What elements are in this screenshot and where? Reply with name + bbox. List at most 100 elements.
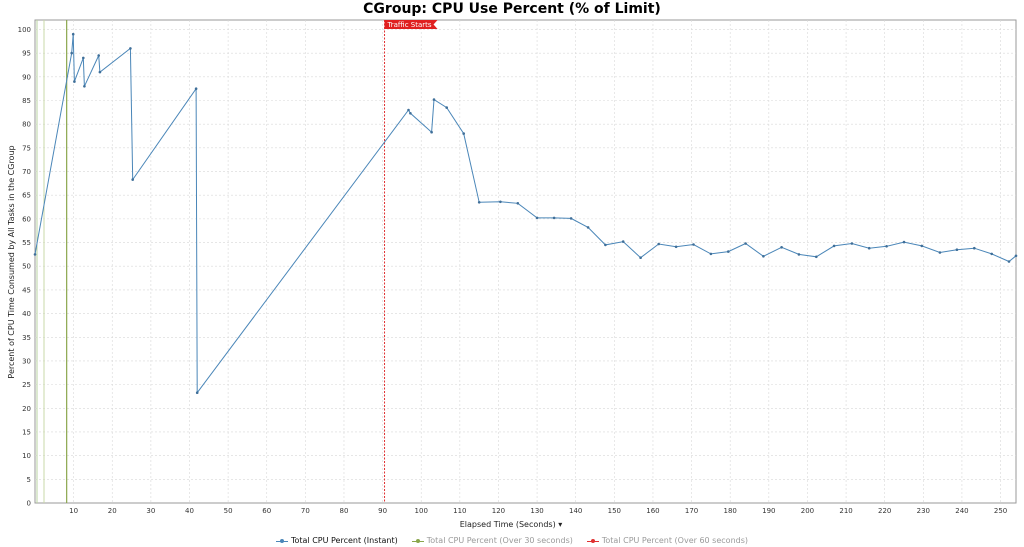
- legend-label: Total CPU Percent (Over 60 seconds): [601, 536, 749, 545]
- y-tick-label: 65: [22, 192, 31, 200]
- legend: Total CPU Percent (Instant) Total CPU Pe…: [0, 535, 1024, 547]
- y-tick-label: 20: [22, 405, 31, 413]
- y-tick-label: 50: [22, 263, 31, 271]
- data-point: [1014, 254, 1018, 258]
- data-point: [973, 246, 976, 250]
- x-axis-ticks: 10 20 30 40 50 60 70 80 90 100 110 120 130 140 150 160 1…: [69, 507, 1007, 515]
- x-tick-label: 100: [415, 507, 428, 515]
- data-point: [604, 243, 607, 247]
- y-tick-label: 80: [22, 121, 31, 129]
- data-point: [692, 243, 695, 246]
- y-tick-label: 45: [22, 286, 31, 294]
- series-layer: [33, 32, 1018, 395]
- data-point: [430, 130, 433, 134]
- annotation-flag: [384, 20, 438, 29]
- y-tick-label: 70: [22, 168, 31, 176]
- x-tick-label: 170: [685, 507, 698, 515]
- x-tick-label: 110: [453, 507, 466, 515]
- data-point: [780, 246, 783, 249]
- x-tick-label: 190: [762, 507, 775, 515]
- legend-item-instant[interactable]: Total CPU Percent (Instant): [275, 536, 398, 546]
- data-point: [445, 106, 449, 109]
- x-tick-label: 240: [955, 507, 968, 515]
- data-point: [477, 201, 481, 204]
- data-point: [83, 85, 86, 88]
- data-point: [850, 242, 854, 245]
- legend-swatch-30s-icon: [411, 537, 424, 545]
- chart-title: CGroup: CPU Use Percent (% of Limit): [363, 1, 661, 17]
- data-point: [797, 253, 801, 256]
- y-tick-label: 90: [22, 73, 31, 81]
- swatch-dot: [590, 539, 595, 543]
- x-tick-label: 130: [530, 507, 543, 515]
- data-point: [194, 87, 198, 90]
- x-tick-label: 60: [262, 507, 271, 515]
- data-point: [762, 254, 765, 258]
- y-tick-label: 15: [22, 428, 31, 436]
- swatch-dot: [279, 539, 284, 543]
- x-tick-label: 140: [569, 507, 582, 515]
- x-tick-label: 50: [224, 507, 233, 515]
- y-tick-label: 25: [22, 381, 31, 389]
- data-point: [674, 245, 678, 249]
- legend-label: Total CPU Percent (Over 30 seconds): [426, 536, 573, 545]
- x-tick-label: 230: [917, 507, 930, 515]
- data-point: [409, 112, 412, 115]
- y-tick-label: 55: [22, 239, 31, 247]
- data-point: [727, 250, 730, 253]
- data-point: [815, 255, 818, 259]
- legend-label: Total CPU Percent (Instant): [290, 536, 398, 545]
- x-tick-label: 40: [185, 507, 194, 515]
- x-tick-label: 30: [146, 507, 155, 515]
- y-axis-ticks: 0 5 10 15 20 25 30 35 40 45 50 55 60 65 70 75 80 85 90 95 10…: [18, 26, 31, 508]
- y-tick-label: 40: [22, 310, 31, 318]
- y-tick-label: 75: [22, 144, 31, 152]
- data-point: [98, 70, 102, 74]
- data-point: [621, 240, 625, 243]
- data-point: [586, 226, 590, 229]
- data-point: [955, 248, 959, 251]
- y-tick-label: 30: [22, 357, 31, 365]
- data-point: [867, 246, 871, 250]
- data-point: [535, 216, 539, 220]
- x-tick-label: 180: [724, 507, 737, 515]
- x-axis-label[interactable]: Elapsed Time (Seconds) ▾: [460, 520, 563, 529]
- data-point: [990, 252, 993, 256]
- data-point: [70, 51, 73, 55]
- x-tick-label: 90: [378, 507, 387, 515]
- data-point: [499, 200, 502, 204]
- y-tick-label: 10: [22, 452, 31, 460]
- x-tick-label: 150: [608, 507, 621, 515]
- plot-background: [34, 19, 1017, 504]
- data-point: [97, 54, 100, 57]
- x-tick-label: 20: [108, 507, 117, 515]
- data-point: [407, 108, 410, 112]
- data-point: [744, 242, 747, 245]
- y-tick-label: 5: [27, 476, 31, 484]
- legend-item-30s[interactable]: Total CPU Percent (Over 30 seconds): [411, 536, 573, 546]
- y-tick-label: 60: [22, 215, 31, 223]
- series-line-instant: [34, 34, 1017, 395]
- x-tick-label: 220: [878, 507, 891, 515]
- data-point: [195, 391, 199, 395]
- marker-lines: Traffic Starts: [36, 20, 438, 503]
- data-point: [885, 245, 888, 248]
- y-tick-label: 35: [22, 334, 31, 342]
- x-tick-label: 70: [301, 507, 310, 515]
- data-point: [569, 217, 573, 220]
- y-tick-label: 95: [22, 50, 31, 58]
- y-tick-label: 85: [22, 97, 31, 105]
- x-tick-label: 200: [801, 507, 814, 515]
- data-point: [902, 240, 906, 244]
- y-tick-label: 0: [27, 500, 31, 508]
- data-point: [1007, 260, 1011, 263]
- data-point: [462, 132, 466, 135]
- data-point: [73, 80, 76, 83]
- swatch-dot: [415, 539, 420, 543]
- legend-item-60s[interactable]: Total CPU Percent (Over 60 seconds): [586, 536, 749, 546]
- data-point: [131, 178, 134, 181]
- data-point: [71, 32, 75, 36]
- y-tick-label: 100: [18, 26, 31, 34]
- data-point: [552, 216, 556, 220]
